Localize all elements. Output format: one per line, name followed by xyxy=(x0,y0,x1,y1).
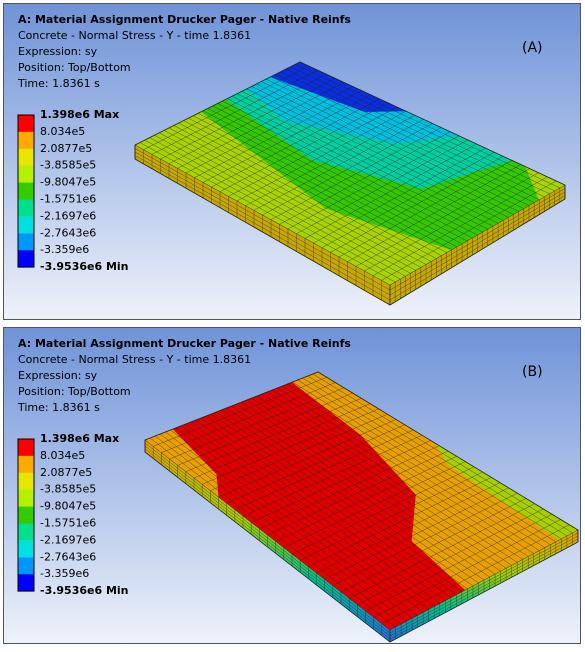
legend-label: -1.5751e6 xyxy=(40,517,96,530)
legend-label: -3.359e6 xyxy=(40,243,89,256)
legend-label: -3.8585e5 xyxy=(40,159,96,172)
legend-label: 2.0877e5 xyxy=(40,466,92,479)
plate-outline xyxy=(144,371,579,643)
legend-swatch xyxy=(18,523,34,541)
stress-region xyxy=(339,257,417,285)
legend-swatch xyxy=(18,489,34,507)
mesh xyxy=(134,61,566,305)
legend-swatch xyxy=(18,199,34,217)
legend-label: 1.398e6 Max xyxy=(40,432,119,445)
panel: A: Material Assignment Drucker Pager - N… xyxy=(3,3,581,320)
legend-label: 1.398e6 Max xyxy=(40,108,119,121)
panel-tag: (B) xyxy=(522,364,543,380)
legend-label: -2.1697e6 xyxy=(40,209,96,222)
legend-label: -3.359e6 xyxy=(40,567,89,580)
panel-tag: (A) xyxy=(522,40,543,56)
legend-label: 8.034e5 xyxy=(40,449,85,462)
legend-swatch xyxy=(18,131,34,149)
panel-info: Concrete - Normal Stress - Y - time 1.83… xyxy=(18,353,251,366)
legend-swatch xyxy=(18,472,34,490)
legend-swatch xyxy=(18,182,34,200)
legend-label: -2.7643e6 xyxy=(40,550,96,563)
mesh xyxy=(144,371,579,642)
legend-swatch xyxy=(18,115,34,132)
panel-info: Time: 1.8361 s xyxy=(17,401,100,414)
legend-label: -2.1697e6 xyxy=(40,533,96,546)
stress-region xyxy=(292,372,578,590)
legend-swatch xyxy=(18,557,34,575)
legend-swatch xyxy=(18,148,34,166)
panel-info: Expression: sy xyxy=(18,369,98,382)
legend-label: -2.7643e6 xyxy=(40,226,96,239)
panel-info: Time: 1.8361 s xyxy=(17,77,100,90)
legend-swatch xyxy=(18,250,34,268)
stress-region xyxy=(145,429,219,497)
legend-swatch xyxy=(18,165,34,183)
legend-label: -9.8047e5 xyxy=(40,500,96,513)
legend-label: 2.0877e5 xyxy=(40,142,92,155)
legend-label: -1.5751e6 xyxy=(40,193,96,206)
legend-swatch xyxy=(18,506,34,524)
panel-title: A: Material Assignment Drucker Pager - N… xyxy=(18,337,351,350)
legend-label: -3.9536e6 Min xyxy=(40,584,129,597)
legend-swatch xyxy=(18,216,34,234)
stress-region xyxy=(435,443,578,540)
stress-region xyxy=(525,166,565,200)
panel: A: Material Assignment Drucker Pager - N… xyxy=(3,327,581,644)
plate-outline xyxy=(134,61,566,306)
panel-info: Position: Top/Bottom xyxy=(18,61,131,74)
legend-swatch xyxy=(18,233,34,251)
stress-region xyxy=(270,62,406,112)
panel-info: Concrete - Normal Stress - Y - time 1.83… xyxy=(18,29,251,42)
legend-swatch xyxy=(18,574,34,592)
legend-label: -9.8047e5 xyxy=(40,176,96,189)
panel-info: Position: Top/Bottom xyxy=(18,385,131,398)
legend-swatch xyxy=(18,455,34,473)
panel-title: A: Material Assignment Drucker Pager - N… xyxy=(18,13,351,26)
legend-border xyxy=(17,438,35,592)
legend-border xyxy=(17,114,35,268)
legend-label: -3.8585e5 xyxy=(40,483,96,496)
legend-label: 8.034e5 xyxy=(40,125,85,138)
legend-swatch xyxy=(18,439,34,456)
legend-label: -3.9536e6 Min xyxy=(40,260,129,273)
panel-info: Expression: sy xyxy=(18,45,98,58)
legend-swatch xyxy=(18,540,34,558)
